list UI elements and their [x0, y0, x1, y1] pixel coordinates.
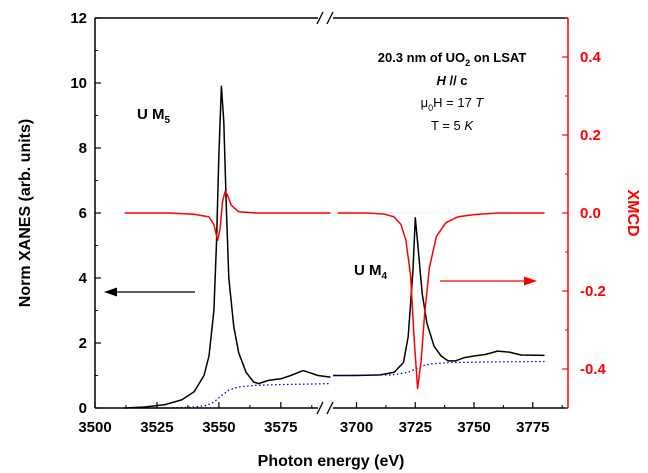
field-direction-annotation: H // c — [436, 73, 467, 88]
x-tick-label: 3775 — [516, 419, 549, 436]
x-tick-label: 3700 — [340, 419, 373, 436]
xanes-series-line-m5 — [124, 85, 331, 409]
right-y-tick-label: 0.0 — [580, 205, 601, 222]
left-y-tick-label: 2 — [79, 335, 87, 352]
x-tick-label: 3525 — [140, 419, 173, 436]
right-y-tick-label: 0.4 — [580, 49, 602, 66]
right-y-axis-label: XMCD — [624, 189, 641, 236]
plot-lines — [108, 85, 548, 409]
right-y-tick-label: -0.4 — [580, 361, 607, 378]
ticks: 0 2 4 6 8 10 12 -0.4 -0.2 0.0 0.2 0.4 3500 3525 3550 35… — [70, 10, 606, 436]
right-y-tick-label: -0.2 — [580, 283, 606, 300]
left-y-tick-label: 4 — [79, 270, 88, 287]
m5-edge-label: U M5 — [137, 106, 171, 126]
left-y-axis-label: Norm XANES (arb. units) — [17, 119, 34, 307]
temperature-annotation: T = 5 K — [431, 118, 474, 133]
left-y-tick-label: 6 — [79, 205, 87, 222]
x-tick-label: 3575 — [264, 419, 297, 436]
x-tick-label: 3500 — [78, 419, 111, 436]
right-axis-arrow — [440, 276, 537, 286]
xmcd-series-line-m4 — [337, 212, 545, 390]
sample-annotation: 20.3 nm of UO2 on LSAT — [378, 50, 527, 68]
x-tick-label: 3750 — [457, 419, 490, 436]
x-tick-label: 3725 — [399, 419, 432, 436]
xmcd-series-line-m5 — [124, 190, 331, 242]
step-function-line-m5 — [124, 382, 331, 409]
axis-break-bottom — [316, 401, 334, 415]
left-y-tick-label: 8 — [79, 140, 87, 157]
right-y-tick-label: 0.2 — [580, 127, 601, 144]
axis-break-top — [316, 11, 334, 25]
left-y-tick-label: 0 — [79, 400, 87, 417]
left-y-tick-label: 10 — [70, 75, 87, 92]
x-tick-label: 3550 — [202, 419, 235, 436]
x-axis-label: Photon energy (eV) — [258, 453, 405, 470]
m4-edge-label: U M4 — [354, 262, 388, 282]
step-function-line-m4 — [332, 360, 545, 377]
xanes-series-line-m4 — [333, 217, 545, 377]
left-y-tick-label: 12 — [70, 10, 87, 27]
left-axis-arrow — [104, 287, 195, 297]
field-strength-annotation: μ0H = 17 T — [421, 95, 485, 113]
